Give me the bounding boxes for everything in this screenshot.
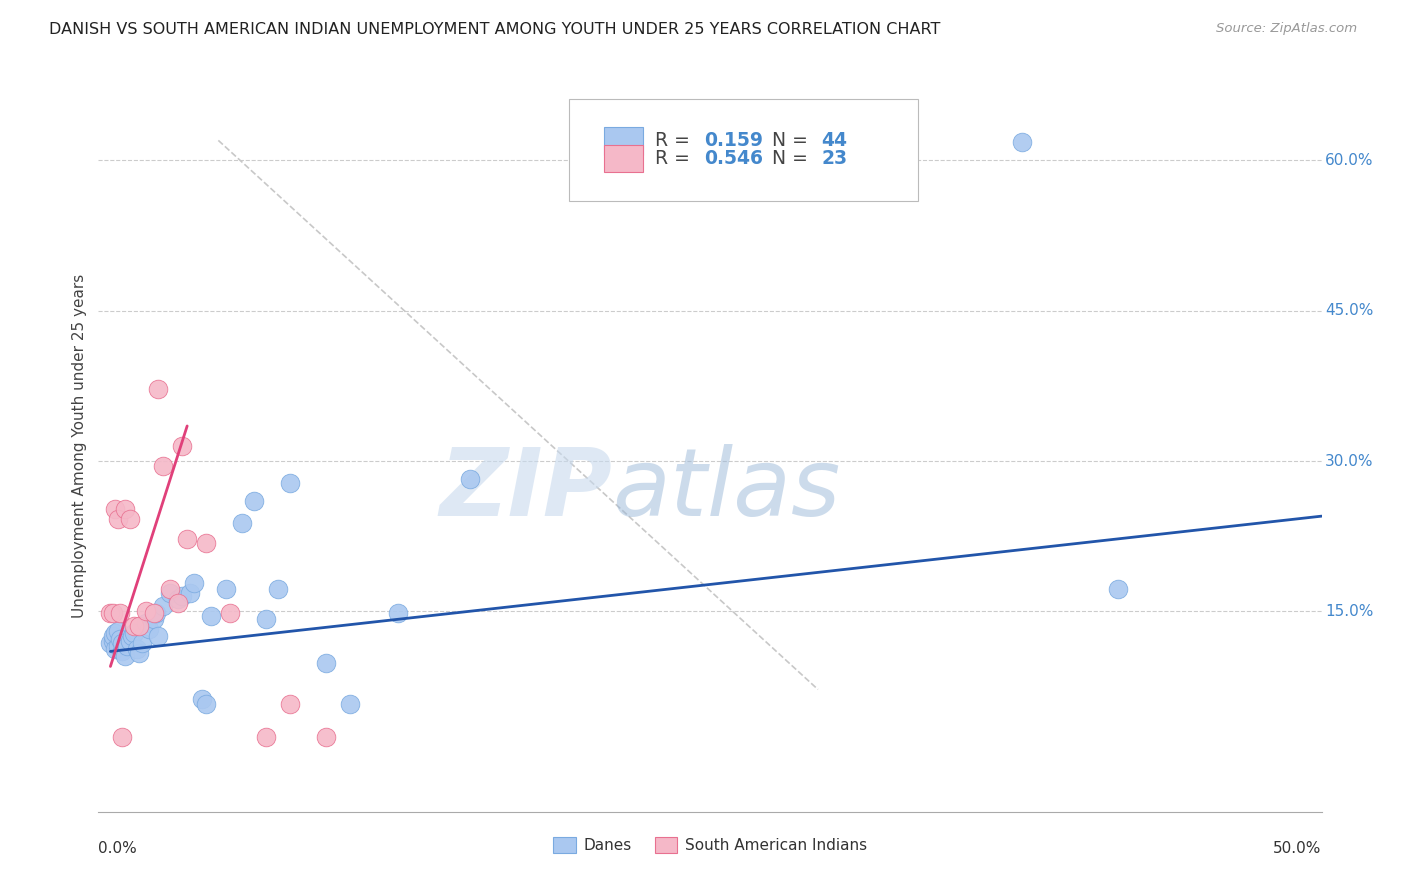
Text: 50.0%: 50.0% xyxy=(1274,841,1322,856)
Point xyxy=(278,697,301,711)
Point xyxy=(114,649,136,664)
Legend: Danes, South American Indians: Danes, South American Indians xyxy=(547,830,873,859)
Point xyxy=(1107,582,1129,597)
Text: 45.0%: 45.0% xyxy=(1326,303,1374,318)
Text: Source: ZipAtlas.com: Source: ZipAtlas.com xyxy=(1216,22,1357,36)
Point xyxy=(128,619,150,633)
Point xyxy=(315,730,337,744)
FancyBboxPatch shape xyxy=(603,145,643,172)
Point xyxy=(104,502,127,516)
Point xyxy=(278,476,301,491)
Point xyxy=(142,607,165,621)
Point xyxy=(101,629,124,643)
Text: 0.0%: 0.0% xyxy=(98,841,138,856)
Point xyxy=(101,634,124,648)
Text: N =: N = xyxy=(772,131,814,151)
Point xyxy=(166,596,188,610)
Point xyxy=(214,582,236,597)
Point xyxy=(148,382,170,396)
Point xyxy=(100,636,122,650)
Text: 30.0%: 30.0% xyxy=(1326,453,1374,468)
Point xyxy=(114,502,136,516)
Point xyxy=(200,609,222,624)
Point xyxy=(176,532,198,546)
Text: R =: R = xyxy=(655,131,696,151)
Point xyxy=(118,634,141,648)
Point xyxy=(145,607,167,621)
Point xyxy=(121,629,143,643)
Point xyxy=(135,616,157,631)
Point xyxy=(231,516,253,530)
Text: 60.0%: 60.0% xyxy=(1326,153,1374,168)
Point xyxy=(339,697,361,711)
Point xyxy=(267,582,290,597)
Point xyxy=(108,632,131,647)
Point xyxy=(195,536,218,550)
Point xyxy=(152,458,174,473)
Point xyxy=(179,586,201,600)
Point xyxy=(254,730,277,744)
Text: DANISH VS SOUTH AMERICAN INDIAN UNEMPLOYMENT AMONG YOUTH UNDER 25 YEARS CORRELAT: DANISH VS SOUTH AMERICAN INDIAN UNEMPLOY… xyxy=(49,22,941,37)
Point xyxy=(172,439,194,453)
Point xyxy=(100,607,122,621)
Point xyxy=(135,604,157,618)
Point xyxy=(195,697,218,711)
Point xyxy=(219,607,242,621)
Point xyxy=(190,692,212,706)
Point xyxy=(1011,136,1033,150)
Point xyxy=(172,589,194,603)
Point xyxy=(148,629,170,643)
Point xyxy=(387,607,409,621)
Text: 0.159: 0.159 xyxy=(704,131,763,151)
Point xyxy=(111,636,134,650)
Point xyxy=(101,607,124,621)
Point xyxy=(183,576,205,591)
Point xyxy=(138,623,160,637)
Text: ZIP: ZIP xyxy=(439,444,612,536)
Point xyxy=(107,512,129,526)
Point xyxy=(166,592,188,607)
FancyBboxPatch shape xyxy=(603,127,643,155)
Point xyxy=(111,730,134,744)
Point xyxy=(107,624,129,639)
Text: atlas: atlas xyxy=(612,444,841,535)
FancyBboxPatch shape xyxy=(569,99,918,201)
Point xyxy=(115,640,138,654)
Point xyxy=(124,619,146,633)
Point xyxy=(118,512,141,526)
Point xyxy=(254,612,277,626)
Point xyxy=(458,472,481,486)
Text: 15.0%: 15.0% xyxy=(1326,604,1374,619)
Y-axis label: Unemployment Among Youth under 25 years: Unemployment Among Youth under 25 years xyxy=(72,274,87,618)
Text: 0.546: 0.546 xyxy=(704,149,763,168)
Text: 23: 23 xyxy=(821,149,848,168)
Point xyxy=(111,644,134,658)
Point xyxy=(107,640,129,654)
Point xyxy=(104,626,127,640)
Point xyxy=(128,647,150,661)
Point xyxy=(243,494,266,508)
Text: R =: R = xyxy=(655,149,696,168)
Text: N =: N = xyxy=(772,149,814,168)
Point xyxy=(124,626,146,640)
Point xyxy=(315,657,337,671)
Point xyxy=(159,582,181,597)
Text: 44: 44 xyxy=(821,131,848,151)
Point xyxy=(131,636,153,650)
Point xyxy=(125,642,148,657)
Point xyxy=(104,642,127,657)
Point xyxy=(108,607,131,621)
Point xyxy=(142,612,165,626)
Point xyxy=(159,586,181,600)
Point xyxy=(152,599,174,614)
